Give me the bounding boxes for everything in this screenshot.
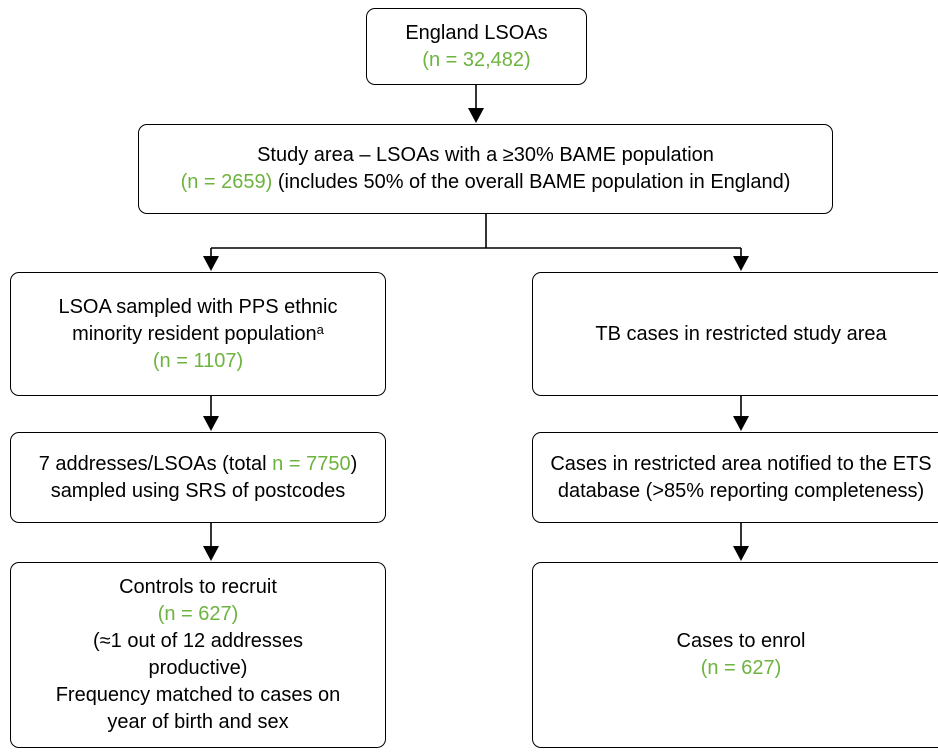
- node-count: (n = 32,482): [422, 48, 531, 71]
- node-count: (n = 627): [700, 657, 782, 679]
- node: Study area – LSOAs with a ≥30% BAME popu…: [138, 124, 833, 214]
- node-title: Cases to enrol: [676, 630, 806, 652]
- node-title: 7 addresses/LSOAs (total: [38, 452, 267, 475]
- node-detail: (≈1 out of 12 addresses productive): [93, 630, 303, 679]
- node: Controls to recruit (n = 627) (≈1 out of…: [10, 562, 386, 748]
- node-title: LSOA sampled with PPS ethnic minority re…: [58, 295, 338, 345]
- node-count: (n = 1107): [152, 349, 244, 372]
- arrowhead: [203, 416, 219, 431]
- node: Cases in restricted area notified to the…: [532, 432, 938, 523]
- node: TB cases in restricted study area: [532, 272, 938, 396]
- arrowhead: [733, 256, 749, 271]
- arrowhead: [468, 108, 484, 123]
- node-title: Cases in restricted area notified to the…: [550, 452, 932, 502]
- node-count: (n = 2659): [180, 171, 273, 193]
- node-title: Controls to recruit: [119, 576, 277, 598]
- node: 7 addresses/LSOAs (total n = 7750) sampl…: [10, 432, 386, 523]
- node-detail: (includes 50% of the overall BAME popula…: [277, 171, 791, 193]
- node: Cases to enrol (n = 627): [532, 562, 938, 748]
- node-detail: Frequency matched to cases on year of bi…: [55, 684, 341, 733]
- arrowhead: [203, 546, 219, 561]
- arrowhead: [203, 256, 219, 271]
- node-title: Study area – LSOAs with a ≥30% BAME popu…: [257, 144, 714, 166]
- arrowhead: [733, 416, 749, 431]
- node-title: TB cases in restricted study area: [595, 322, 887, 345]
- footnote-marker: a: [316, 321, 324, 337]
- node: LSOA sampled with PPS ethnic minority re…: [10, 272, 386, 396]
- node-title-end: ): [350, 452, 358, 475]
- node: England LSOAs (n = 32,482): [366, 8, 587, 85]
- node-count: (n = 627): [157, 603, 239, 625]
- node-count: n = 7750: [272, 452, 351, 475]
- node-title: England LSOAs: [405, 21, 548, 44]
- node-detail: sampled using SRS of postcodes: [50, 479, 346, 502]
- arrowhead: [733, 546, 749, 561]
